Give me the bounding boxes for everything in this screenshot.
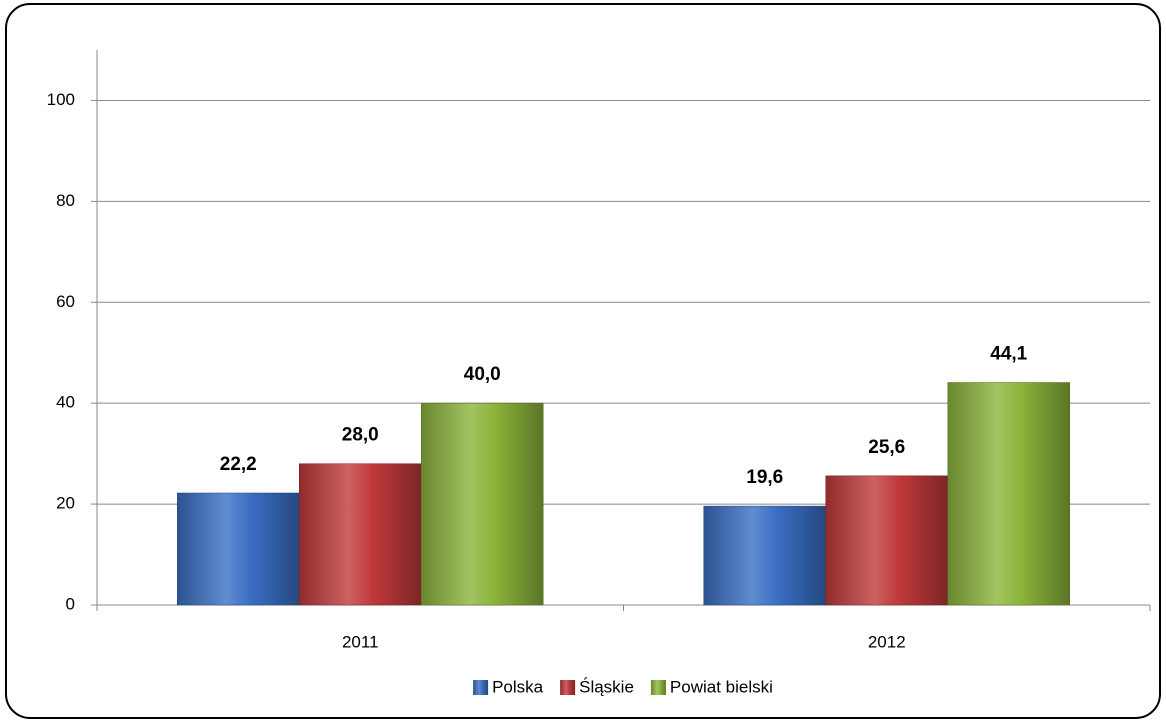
- value-label: 44,1: [990, 344, 1027, 365]
- bar: [703, 505, 826, 606]
- x-tick-label: 2012: [868, 632, 906, 651]
- y-tick-label: 0: [66, 594, 75, 613]
- y-tick-label: 40: [56, 393, 75, 412]
- legend-swatch: [473, 680, 489, 695]
- chart-border: [5, 3, 1161, 719]
- bar: [299, 463, 422, 606]
- legend-swatch: [650, 680, 666, 695]
- value-label: 28,0: [342, 425, 379, 446]
- value-label: 40,0: [464, 364, 501, 385]
- legend-label: Powiat bielski: [670, 677, 773, 696]
- legend-label: Polska: [492, 677, 544, 696]
- y-tick-label: 20: [56, 494, 75, 513]
- value-label: 25,6: [868, 437, 905, 458]
- value-label: 22,2: [220, 454, 257, 475]
- legend-swatch: [560, 680, 576, 695]
- y-tick-label: 100: [47, 90, 75, 109]
- x-tick-label: 2011: [342, 632, 379, 651]
- y-tick-label: 60: [56, 292, 75, 311]
- bar: [825, 475, 948, 606]
- y-tick-label: 80: [56, 191, 75, 210]
- bar: [177, 492, 300, 606]
- bar: [947, 382, 1070, 606]
- bar: [421, 402, 544, 606]
- value-label: 19,6: [746, 467, 783, 488]
- legend-label: Śląskie: [579, 677, 634, 696]
